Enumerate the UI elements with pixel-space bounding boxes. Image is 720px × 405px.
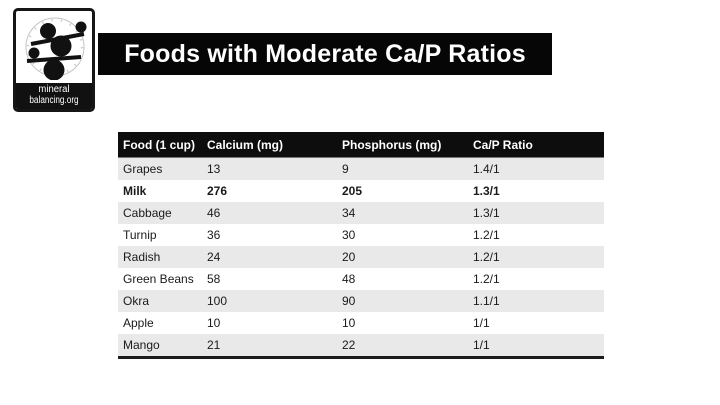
cell-food: Green Beans [118,268,202,290]
cell-calcium: 10 [202,312,337,334]
header-ratio: Ca/P Ratio [468,132,604,158]
cell-food: Radish [118,246,202,268]
logo-text-line1: mineral [38,84,70,95]
mineral-balancing-logo: mineral balancing.org [13,8,95,112]
table-row: Green Beans 58 48 1.2/1 [118,268,604,290]
cell-phosphorus: 205 [337,180,468,202]
cell-calcium: 46 [202,202,337,224]
cell-phosphorus: 34 [337,202,468,224]
header-calcium: Calcium (mg) [202,132,337,158]
cell-phosphorus: 22 [337,334,468,358]
cell-ratio: 1/1 [468,334,604,358]
table-row: Radish 24 20 1.2/1 [118,246,604,268]
table-row: Grapes 13 9 1.4/1 [118,157,604,180]
food-ratio-table: Food (1 cup) Calcium (mg) Phosphorus (mg… [118,132,604,359]
cell-calcium: 24 [202,246,337,268]
logo-wordmark: mineral balancing.org [16,83,92,109]
cell-ratio: 1.3/1 [468,180,604,202]
table-row: Mango 21 22 1/1 [118,334,604,358]
cell-phosphorus: 9 [337,157,468,180]
table-row: Turnip 36 30 1.2/1 [118,224,604,246]
cell-calcium: 13 [202,157,337,180]
table-row: Cabbage 46 34 1.3/1 [118,202,604,224]
cell-calcium: 36 [202,224,337,246]
cell-food: Turnip [118,224,202,246]
cell-ratio: 1.2/1 [468,224,604,246]
cell-calcium: 58 [202,268,337,290]
logo-text-line2: balancing.org [29,94,79,106]
cell-ratio: 1.3/1 [468,202,604,224]
table-row: Okra 100 90 1.1/1 [118,290,604,312]
cell-ratio: 1.2/1 [468,246,604,268]
cell-food: Okra [118,290,202,312]
balance-scale-icon [16,11,92,83]
table-header: Food (1 cup) Calcium (mg) Phosphorus (mg… [118,132,604,158]
cell-phosphorus: 10 [337,312,468,334]
cell-phosphorus: 48 [337,268,468,290]
table-row: Milk 276 205 1.3/1 [118,180,604,202]
cell-ratio: 1.4/1 [468,157,604,180]
cell-ratio: 1.1/1 [468,290,604,312]
cell-ratio: 1.2/1 [468,268,604,290]
header-phosphorus: Phosphorus (mg) [337,132,468,158]
cell-food: Apple [118,312,202,334]
cell-food: Mango [118,334,202,358]
cell-calcium: 276 [202,180,337,202]
table-row: Apple 10 10 1/1 [118,312,604,334]
header-food: Food (1 cup) [118,132,202,158]
page-title: Foods with Moderate Ca/P Ratios [124,39,526,68]
food-table-body: Grapes 13 9 1.4/1 Milk 276 205 1.3/1 Cabbage 46 34… [118,157,604,358]
cell-calcium: 21 [202,334,337,358]
cell-phosphorus: 90 [337,290,468,312]
cell-food: Cabbage [118,202,202,224]
cell-ratio: 1/1 [468,312,604,334]
title-banner: Foods with Moderate Ca/P Ratios [98,33,552,75]
cell-food: Grapes [118,157,202,180]
cell-phosphorus: 30 [337,224,468,246]
cell-phosphorus: 20 [337,246,468,268]
cell-food: Milk [118,180,202,202]
cell-calcium: 100 [202,290,337,312]
